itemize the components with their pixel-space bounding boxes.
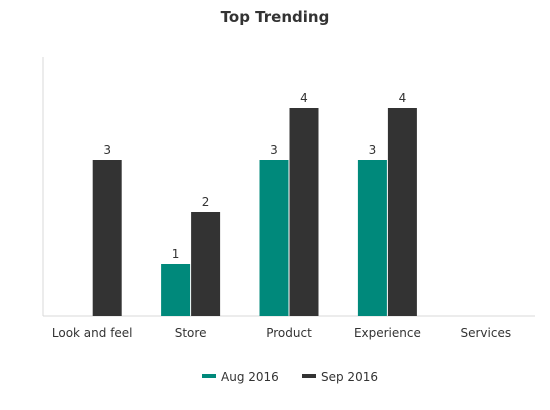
legend: Aug 2016 Sep 2016: [202, 370, 378, 384]
data-label-aug-2016-store: 1: [172, 247, 180, 261]
bar-sep-2016-product: [289, 108, 319, 316]
data-label-aug-2016-product: 3: [270, 143, 278, 157]
x-tick-label-experience: Experience: [354, 326, 421, 340]
data-label-aug-2016-experience: 3: [369, 143, 377, 157]
x-tick-label-look-and-feel: Look and feel: [52, 326, 133, 340]
legend-label-sep-2016: Sep 2016: [321, 370, 378, 384]
bar-sep-2016-look-and-feel: [92, 160, 122, 316]
bar-sep-2016-experience: [387, 108, 417, 316]
bar-sep-2016-store: [191, 212, 221, 316]
bar-aug-2016-product: [259, 160, 289, 316]
bar-aug-2016-experience: [357, 160, 387, 316]
x-tick-label-product: Product: [266, 326, 312, 340]
data-label-sep-2016-experience: 4: [399, 91, 407, 105]
x-tick-label-services: Services: [460, 326, 511, 340]
bar-aug-2016-store: [161, 264, 191, 316]
data-label-sep-2016-product: 4: [300, 91, 308, 105]
data-label-sep-2016-look-and-feel: 3: [103, 143, 111, 157]
x-tick-label-store: Store: [175, 326, 207, 340]
data-label-sep-2016-store: 2: [202, 195, 210, 209]
chart-title: Top Trending: [221, 8, 330, 26]
legend-swatch-aug-2016: [202, 374, 216, 378]
legend-label-aug-2016: Aug 2016: [221, 370, 279, 384]
legend-swatch-sep-2016: [302, 374, 316, 378]
